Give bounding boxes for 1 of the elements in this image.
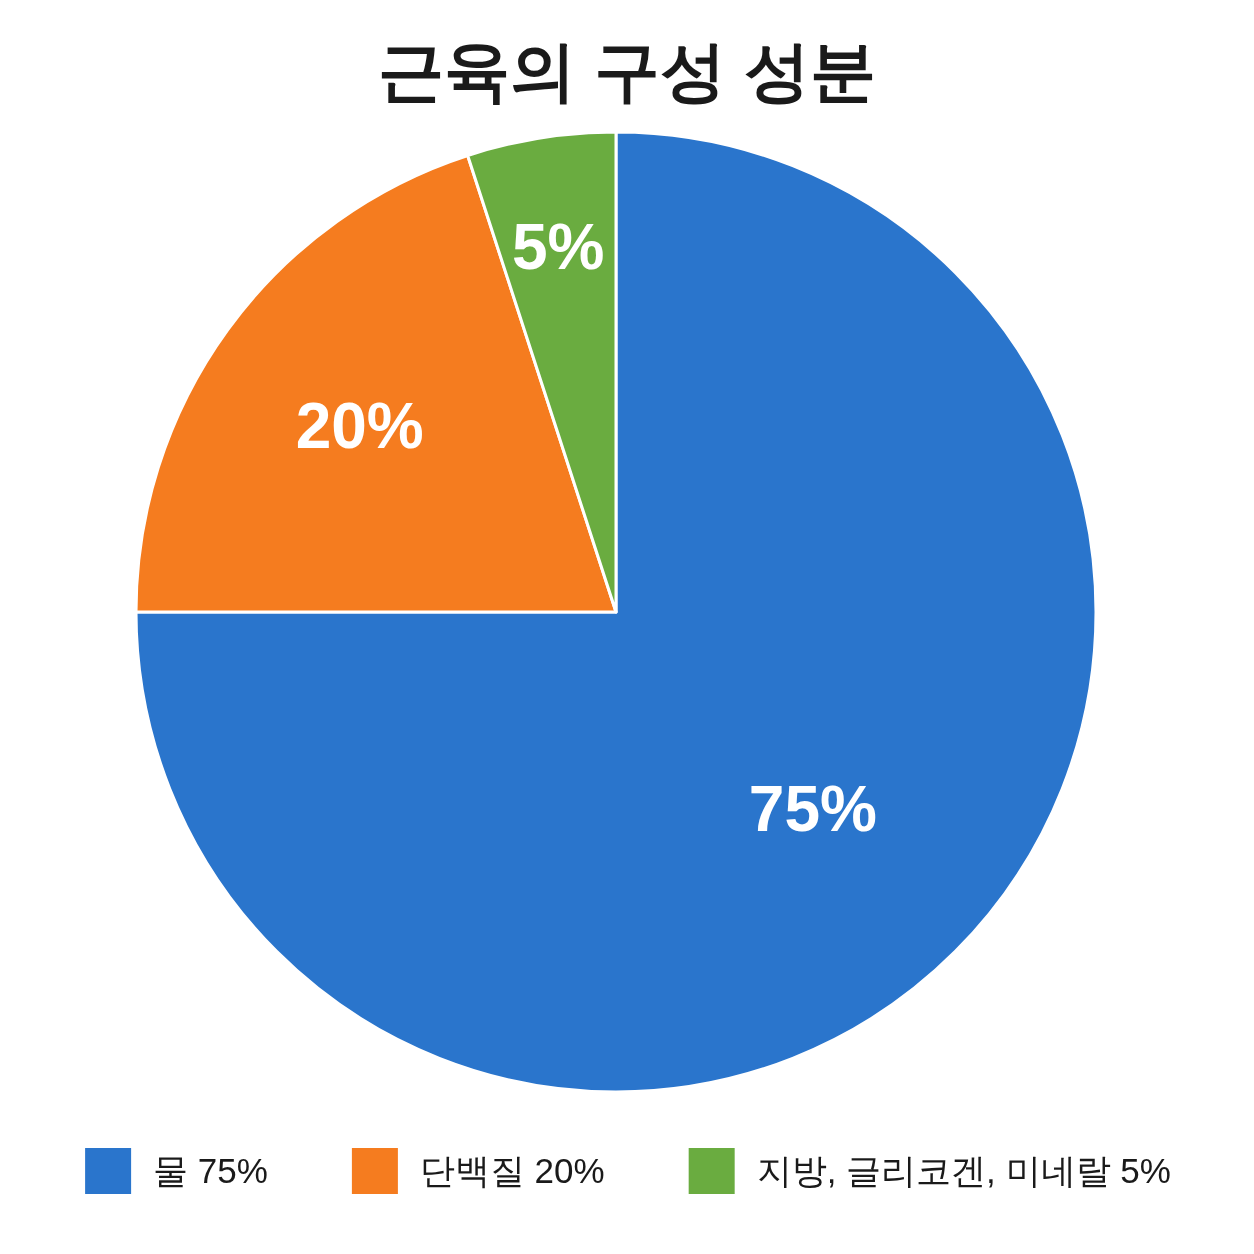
title: 근육의 구성 성분 [377,34,877,108]
